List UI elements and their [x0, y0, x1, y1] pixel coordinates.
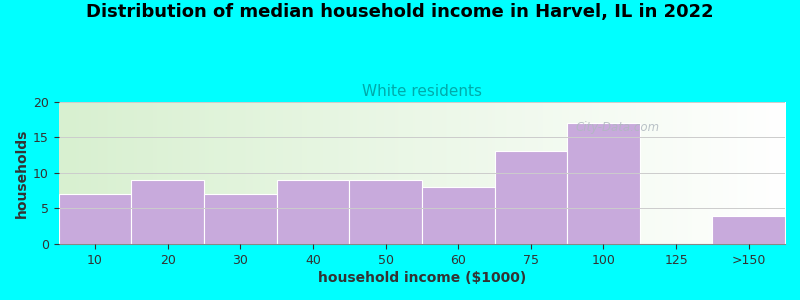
Bar [494, 152, 567, 244]
Bar [277, 180, 350, 244]
Bar [712, 216, 785, 244]
Text: Distribution of median household income in Harvel, IL in 2022: Distribution of median household income … [86, 3, 714, 21]
Bar [422, 187, 494, 244]
Title: White residents: White residents [362, 84, 482, 99]
X-axis label: household income ($1000): household income ($1000) [318, 271, 526, 285]
Bar [567, 123, 640, 244]
Bar [58, 194, 131, 244]
Bar [350, 180, 422, 244]
Bar [131, 180, 204, 244]
Y-axis label: households: households [15, 128, 29, 218]
Text: City-Data.com: City-Data.com [576, 121, 660, 134]
Bar [204, 194, 277, 244]
